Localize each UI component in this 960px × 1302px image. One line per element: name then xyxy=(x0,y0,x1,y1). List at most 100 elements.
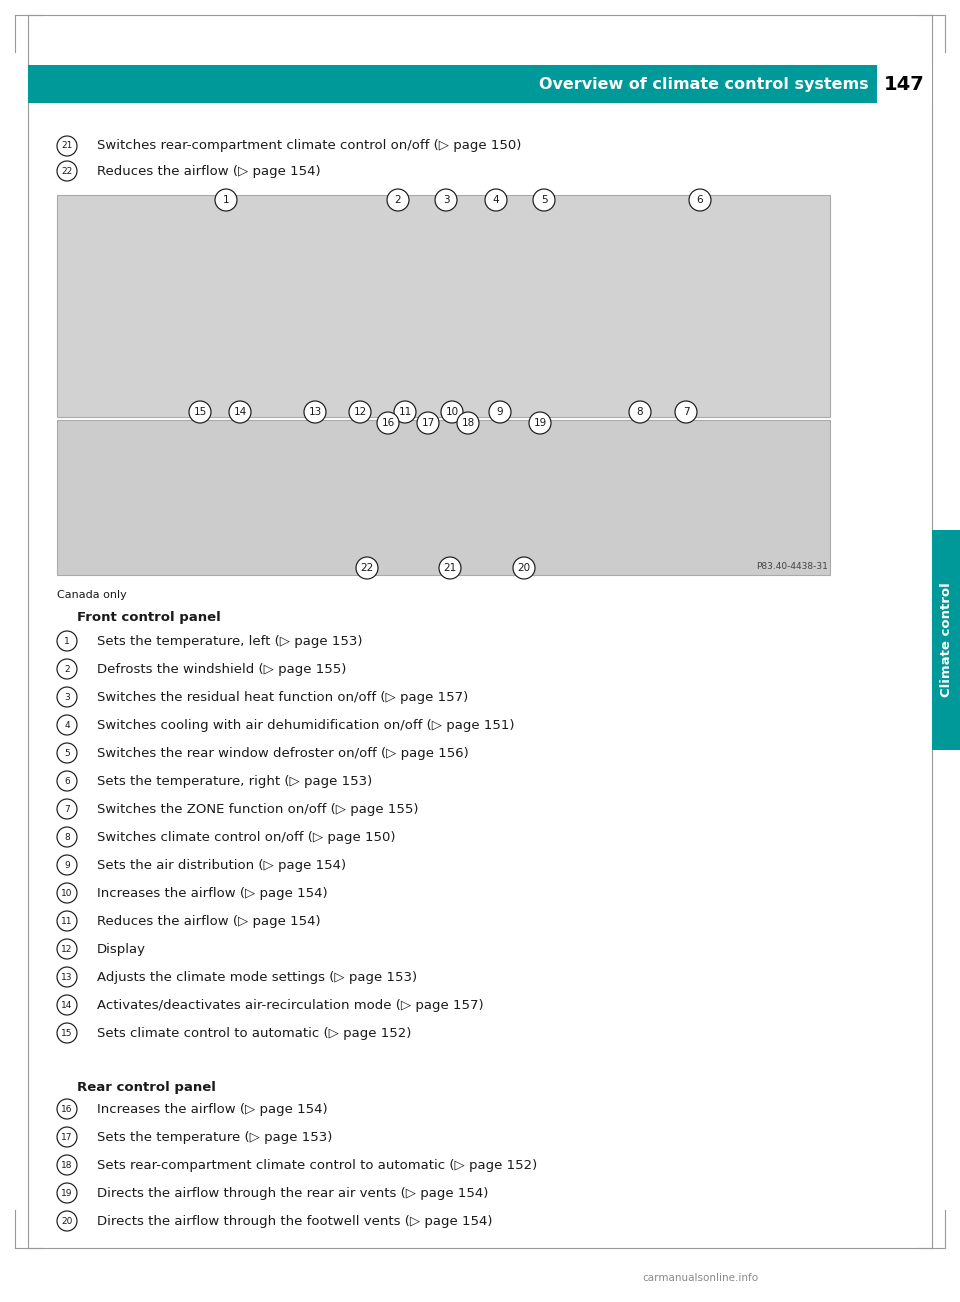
Text: 1: 1 xyxy=(64,637,70,646)
Circle shape xyxy=(57,1128,77,1147)
Text: 22: 22 xyxy=(360,562,373,573)
Circle shape xyxy=(57,771,77,792)
Text: 7: 7 xyxy=(683,408,689,417)
Circle shape xyxy=(57,1211,77,1230)
Text: 14: 14 xyxy=(61,1000,73,1009)
Circle shape xyxy=(441,401,463,423)
Text: 8: 8 xyxy=(636,408,643,417)
Circle shape xyxy=(394,401,416,423)
Text: Switches rear-compartment climate control on/off (▷ page 150): Switches rear-compartment climate contro… xyxy=(97,139,521,152)
Text: 15: 15 xyxy=(61,1029,73,1038)
Text: 12: 12 xyxy=(61,944,73,953)
Text: 6: 6 xyxy=(64,776,70,785)
Text: Switches the ZONE function on/off (▷ page 155): Switches the ZONE function on/off (▷ pag… xyxy=(97,802,419,815)
Circle shape xyxy=(57,715,77,736)
Text: 6: 6 xyxy=(697,195,704,204)
Text: Overview of climate control systems: Overview of climate control systems xyxy=(540,77,869,91)
Circle shape xyxy=(57,743,77,763)
Circle shape xyxy=(513,557,535,579)
Bar xyxy=(932,530,960,750)
Text: Activates/deactivates air-recirculation mode (▷ page 157): Activates/deactivates air-recirculation … xyxy=(97,999,484,1012)
Text: 4: 4 xyxy=(492,195,499,204)
Text: 20: 20 xyxy=(517,562,531,573)
Text: 16: 16 xyxy=(381,418,395,428)
Circle shape xyxy=(57,631,77,651)
Text: Reduces the airflow (▷ page 154): Reduces the airflow (▷ page 154) xyxy=(97,914,321,927)
Text: 10: 10 xyxy=(445,408,459,417)
Circle shape xyxy=(57,827,77,848)
Bar xyxy=(57,421,830,575)
Circle shape xyxy=(57,911,77,931)
Circle shape xyxy=(57,135,77,156)
Text: Display: Display xyxy=(97,943,146,956)
Circle shape xyxy=(457,411,479,434)
Circle shape xyxy=(489,401,511,423)
Bar xyxy=(877,65,932,103)
Circle shape xyxy=(435,189,457,211)
Text: Climate control: Climate control xyxy=(940,582,952,698)
Text: Sets rear-compartment climate control to automatic (▷ page 152): Sets rear-compartment climate control to… xyxy=(97,1159,538,1172)
Text: Directs the airflow through the footwell vents (▷ page 154): Directs the airflow through the footwell… xyxy=(97,1215,492,1228)
Circle shape xyxy=(189,401,211,423)
Circle shape xyxy=(485,189,507,211)
Circle shape xyxy=(57,883,77,904)
Text: Switches the rear window defroster on/off (▷ page 156): Switches the rear window defroster on/of… xyxy=(97,746,468,759)
Text: 10: 10 xyxy=(61,888,73,897)
Text: 5: 5 xyxy=(540,195,547,204)
Text: 7: 7 xyxy=(64,805,70,814)
Text: 8: 8 xyxy=(64,832,70,841)
Text: 11: 11 xyxy=(398,408,412,417)
Text: 17: 17 xyxy=(421,418,435,428)
Text: 11: 11 xyxy=(61,917,73,926)
Text: 19: 19 xyxy=(61,1189,73,1198)
Circle shape xyxy=(57,939,77,960)
Text: 147: 147 xyxy=(884,74,924,94)
Text: 12: 12 xyxy=(353,408,367,417)
Text: 9: 9 xyxy=(496,408,503,417)
Text: Directs the airflow through the rear air vents (▷ page 154): Directs the airflow through the rear air… xyxy=(97,1186,489,1199)
Text: Switches climate control on/off (▷ page 150): Switches climate control on/off (▷ page … xyxy=(97,831,396,844)
Text: Sets the air distribution (▷ page 154): Sets the air distribution (▷ page 154) xyxy=(97,858,347,871)
Circle shape xyxy=(57,1099,77,1118)
Text: 16: 16 xyxy=(61,1104,73,1113)
Text: Sets the temperature (▷ page 153): Sets the temperature (▷ page 153) xyxy=(97,1130,332,1143)
Circle shape xyxy=(689,189,711,211)
Text: 20: 20 xyxy=(61,1216,73,1225)
Text: 1: 1 xyxy=(223,195,229,204)
Text: Rear control panel: Rear control panel xyxy=(77,1081,216,1094)
Circle shape xyxy=(57,799,77,819)
Text: Defrosts the windshield (▷ page 155): Defrosts the windshield (▷ page 155) xyxy=(97,663,347,676)
Text: Switches the residual heat function on/off (▷ page 157): Switches the residual heat function on/o… xyxy=(97,690,468,703)
Circle shape xyxy=(533,189,555,211)
Text: Reduces the airflow (▷ page 154): Reduces the airflow (▷ page 154) xyxy=(97,164,321,177)
Circle shape xyxy=(57,687,77,707)
Text: 18: 18 xyxy=(61,1160,73,1169)
Circle shape xyxy=(439,557,461,579)
Circle shape xyxy=(57,995,77,1016)
Circle shape xyxy=(529,411,551,434)
Text: 4: 4 xyxy=(64,720,70,729)
Text: 13: 13 xyxy=(308,408,322,417)
Text: 5: 5 xyxy=(64,749,70,758)
Text: Sets the temperature, right (▷ page 153): Sets the temperature, right (▷ page 153) xyxy=(97,775,372,788)
Circle shape xyxy=(57,967,77,987)
Circle shape xyxy=(57,659,77,680)
Text: 9: 9 xyxy=(64,861,70,870)
Text: 18: 18 xyxy=(462,418,474,428)
Circle shape xyxy=(57,1155,77,1174)
Text: 2: 2 xyxy=(395,195,401,204)
Circle shape xyxy=(417,411,439,434)
Circle shape xyxy=(387,189,409,211)
Text: 13: 13 xyxy=(61,973,73,982)
Text: Switches cooling with air dehumidification on/off (▷ page 151): Switches cooling with air dehumidificati… xyxy=(97,719,515,732)
Text: 21: 21 xyxy=(61,142,73,151)
Text: 22: 22 xyxy=(61,167,73,176)
Circle shape xyxy=(215,189,237,211)
Text: Sets climate control to automatic (▷ page 152): Sets climate control to automatic (▷ pag… xyxy=(97,1026,412,1039)
Circle shape xyxy=(57,1023,77,1043)
Text: 3: 3 xyxy=(64,693,70,702)
Circle shape xyxy=(57,855,77,875)
Text: 21: 21 xyxy=(444,562,457,573)
Circle shape xyxy=(229,401,251,423)
Text: 2: 2 xyxy=(64,664,70,673)
